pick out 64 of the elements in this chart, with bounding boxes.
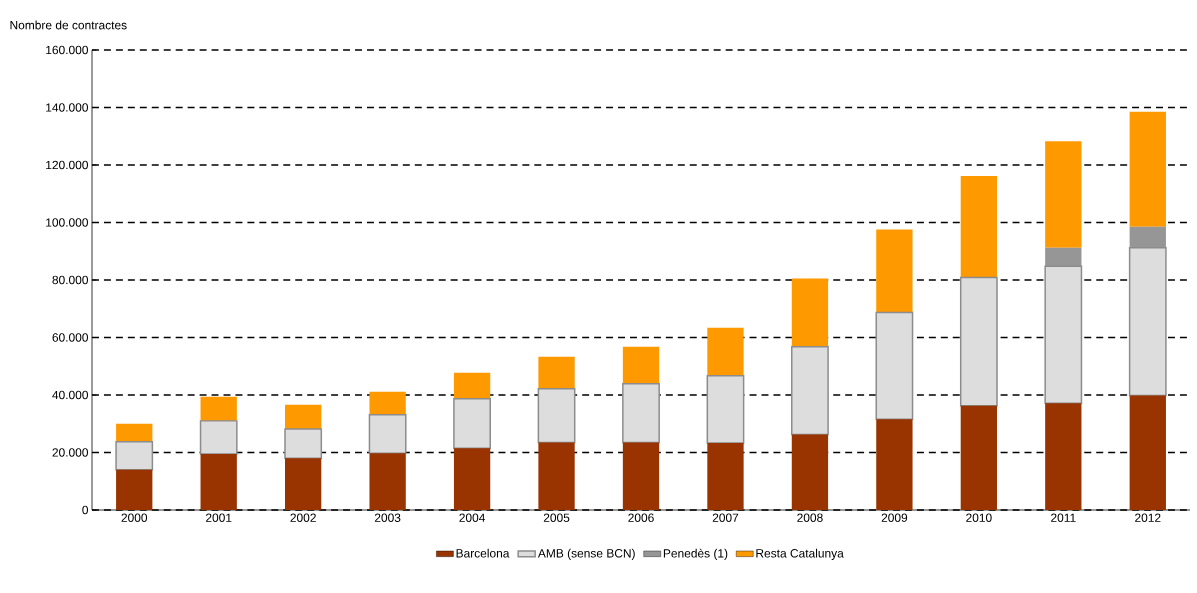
bar (707, 443, 744, 510)
x-tick-label: 2003 (374, 513, 401, 522)
bar (622, 346, 660, 384)
y-tick-label: 160.000 (46, 45, 89, 55)
bar (453, 448, 491, 510)
x-tick-label: 2010 (966, 513, 992, 522)
bar (200, 396, 237, 421)
bar (537, 387, 576, 444)
y-tick-label: 0 (82, 505, 89, 515)
bar (959, 276, 998, 407)
bar (960, 175, 998, 278)
bar (875, 311, 914, 420)
legend-label: Barcelona (456, 548, 510, 558)
bar (538, 356, 575, 389)
x-tick-label: 2006 (628, 513, 654, 522)
x-tick-label: 2005 (543, 513, 570, 522)
y-tick-label: 140.000 (46, 103, 89, 112)
bar (622, 442, 660, 510)
bar (285, 458, 322, 510)
legend-label: Penedès (1) (663, 548, 728, 560)
legend-label: AMB (sense BCN) (537, 548, 635, 560)
y-tick-label: 60.000 (52, 333, 89, 342)
x-tick-label: 2004 (459, 513, 486, 522)
bar (1045, 141, 1082, 248)
bar (706, 374, 745, 444)
bar (369, 391, 406, 415)
bar (960, 405, 998, 510)
bar (791, 434, 829, 510)
x-tick-label: 2002 (290, 513, 316, 522)
bar (538, 442, 575, 510)
bar (1129, 111, 1166, 227)
y-axis-title: Nombre de contractes (10, 20, 127, 30)
legend-label: Resta Catalunya (756, 548, 844, 560)
bar (1045, 403, 1082, 510)
y-tick-label: 40.000 (52, 390, 89, 400)
y-tick-label: 20.000 (52, 448, 89, 457)
bar (876, 419, 913, 510)
bar (791, 278, 829, 347)
y-tick-label: 100.000 (46, 218, 89, 227)
bar (876, 229, 913, 313)
bar (200, 453, 237, 510)
bar (791, 345, 829, 436)
bar (285, 404, 322, 429)
y-tick-label: 120.000 (46, 160, 89, 170)
x-tick-label: 2009 (881, 513, 908, 522)
y-tick-label: 80.000 (52, 275, 89, 285)
bar (453, 372, 491, 399)
bar (115, 441, 154, 471)
x-tick-label: 2008 (797, 513, 823, 522)
bar (707, 327, 744, 376)
bar (369, 453, 406, 510)
bar (453, 397, 491, 449)
bar (284, 428, 323, 459)
x-tick-label: 2011 (1051, 513, 1076, 522)
bar (622, 383, 660, 444)
x-tick-label: 2000 (121, 513, 148, 522)
x-tick-label: 2001 (205, 513, 232, 522)
bar (368, 414, 407, 455)
x-tick-label: 2012 (1135, 513, 1161, 522)
bar (1129, 395, 1166, 510)
bar (116, 423, 153, 442)
bar (199, 420, 238, 455)
x-tick-label: 2007 (712, 513, 739, 522)
bar (116, 469, 153, 510)
